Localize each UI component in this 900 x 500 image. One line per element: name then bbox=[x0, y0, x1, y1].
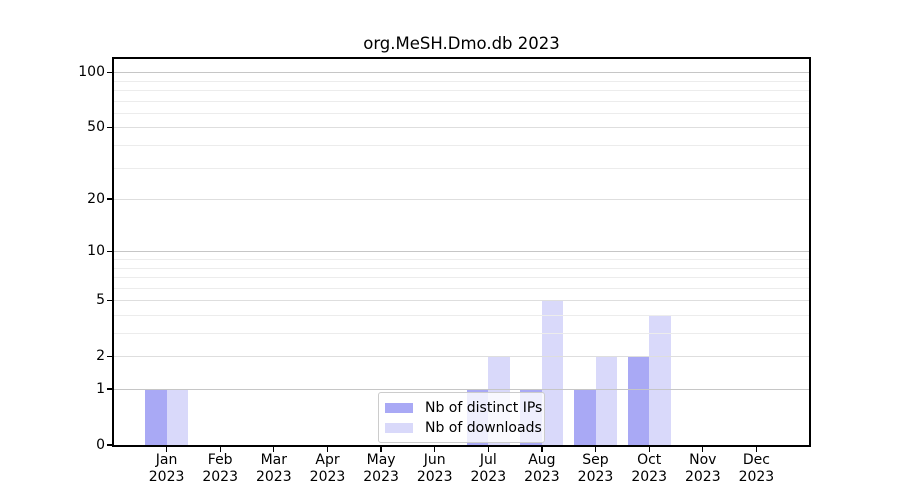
gridline-y-8 bbox=[113, 267, 810, 269]
x-tick-mark-dec bbox=[755, 446, 757, 452]
legend-row-downloads: Nb of downloads bbox=[385, 418, 544, 438]
gridline-y-100 bbox=[113, 72, 810, 74]
legend-swatch-distinct-ips-icon bbox=[385, 403, 413, 413]
gridline-y-1 bbox=[113, 389, 810, 390]
plot-spine-right bbox=[809, 57, 811, 446]
x-tick-label-dec: Dec 2023 bbox=[738, 452, 775, 485]
y-tick-label-2: 2 bbox=[96, 348, 105, 365]
gridline-y-80 bbox=[113, 89, 810, 91]
gridline-y-3 bbox=[113, 333, 810, 334]
x-tick-label-nov: Nov 2023 bbox=[684, 452, 721, 485]
x-tick-label-jun: Jun 2023 bbox=[416, 452, 453, 485]
x-tick-label-mar: Mar 2023 bbox=[255, 452, 292, 485]
x-tick-label-jul: Jul 2023 bbox=[470, 452, 507, 485]
bar-downloads-sep bbox=[595, 356, 617, 446]
y-tick-label-1: 1 bbox=[96, 381, 105, 397]
gridline-y-5 bbox=[113, 300, 810, 302]
x-tick-mark-jul bbox=[487, 446, 489, 452]
gridline-y-4 bbox=[113, 315, 810, 316]
x-tick-label-sep: Sep 2023 bbox=[577, 452, 614, 485]
plot-spine-top bbox=[112, 57, 811, 59]
x-tick-label-feb: Feb 2023 bbox=[202, 452, 238, 485]
gridline-y-50 bbox=[113, 127, 810, 129]
legend-swatch-downloads-icon bbox=[385, 423, 413, 433]
x-tick-label-jan: Jan 2023 bbox=[148, 452, 185, 485]
gridline-y-6 bbox=[113, 287, 810, 289]
x-tick-mark-jan bbox=[166, 446, 168, 452]
x-tick-label-oct: Oct 2023 bbox=[631, 452, 667, 485]
gridline-y-60 bbox=[113, 112, 810, 114]
gridline-y-90 bbox=[113, 80, 810, 82]
x-tick-mark-nov bbox=[702, 446, 704, 452]
y-tick-label-0: 0 bbox=[96, 437, 105, 453]
gridline-y-9 bbox=[113, 259, 810, 260]
x-tick-mark-oct bbox=[648, 446, 650, 452]
x-tick-mark-apr bbox=[326, 446, 329, 452]
plot-spine-left bbox=[112, 57, 114, 446]
x-tick-label-aug: Aug 2023 bbox=[524, 452, 560, 485]
gridline-y-30 bbox=[113, 167, 810, 169]
y-tick-label-100: 100 bbox=[78, 64, 105, 81]
x-tick-mark-feb bbox=[219, 446, 221, 452]
gridline-y-2 bbox=[113, 356, 810, 358]
y-tick-mark-0 bbox=[107, 444, 112, 446]
bar-downloads-aug bbox=[541, 300, 564, 446]
plot-spine-bottom bbox=[112, 445, 811, 447]
y-tick-mark-20 bbox=[107, 198, 112, 200]
gridline-y-20 bbox=[113, 199, 810, 200]
y-tick-mark-100 bbox=[107, 71, 112, 73]
x-tick-label-apr: Apr 2023 bbox=[309, 452, 346, 485]
plot-area: Nb of distinct IPs Nb of downloads bbox=[113, 58, 810, 446]
chart-title: org.MeSH.Dmo.db 2023 bbox=[363, 34, 560, 53]
x-tick-mark-aug bbox=[541, 446, 543, 452]
gridline-y-40 bbox=[113, 144, 810, 146]
legend-label-distinct-ips: Nb of distinct IPs bbox=[425, 400, 543, 416]
x-tick-mark-sep bbox=[594, 446, 597, 452]
bar-downloads-oct bbox=[649, 315, 671, 446]
y-tick-label-20: 20 bbox=[87, 191, 105, 207]
bar-distinct-ips-oct bbox=[627, 356, 650, 446]
legend-label-downloads: Nb of downloads bbox=[425, 420, 542, 436]
bar-downloads-jan bbox=[166, 389, 189, 446]
x-tick-mark-may bbox=[380, 446, 382, 452]
gridline-y-7 bbox=[113, 277, 810, 278]
bar-distinct-ips-sep bbox=[574, 389, 596, 446]
x-tick-mark-mar bbox=[273, 446, 275, 452]
y-tick-mark-10 bbox=[107, 250, 112, 252]
legend-row-distinct-ips: Nb of distinct IPs bbox=[385, 398, 544, 418]
x-tick-label-may: May 2023 bbox=[363, 452, 399, 485]
y-tick-mark-5 bbox=[107, 299, 112, 301]
legend: Nb of distinct IPs Nb of downloads bbox=[378, 392, 545, 443]
gridline-y-70 bbox=[113, 100, 810, 102]
y-tick-mark-50 bbox=[107, 126, 112, 128]
gridline-y-10 bbox=[113, 251, 810, 253]
y-tick-label-5: 5 bbox=[96, 292, 105, 309]
y-tick-label-10: 10 bbox=[87, 243, 105, 260]
y-tick-label-50: 50 bbox=[87, 119, 105, 136]
y-tick-mark-1 bbox=[107, 388, 112, 390]
y-tick-mark-2 bbox=[107, 355, 112, 357]
bar-distinct-ips-jan bbox=[145, 389, 167, 446]
x-tick-mark-jun bbox=[434, 446, 436, 452]
